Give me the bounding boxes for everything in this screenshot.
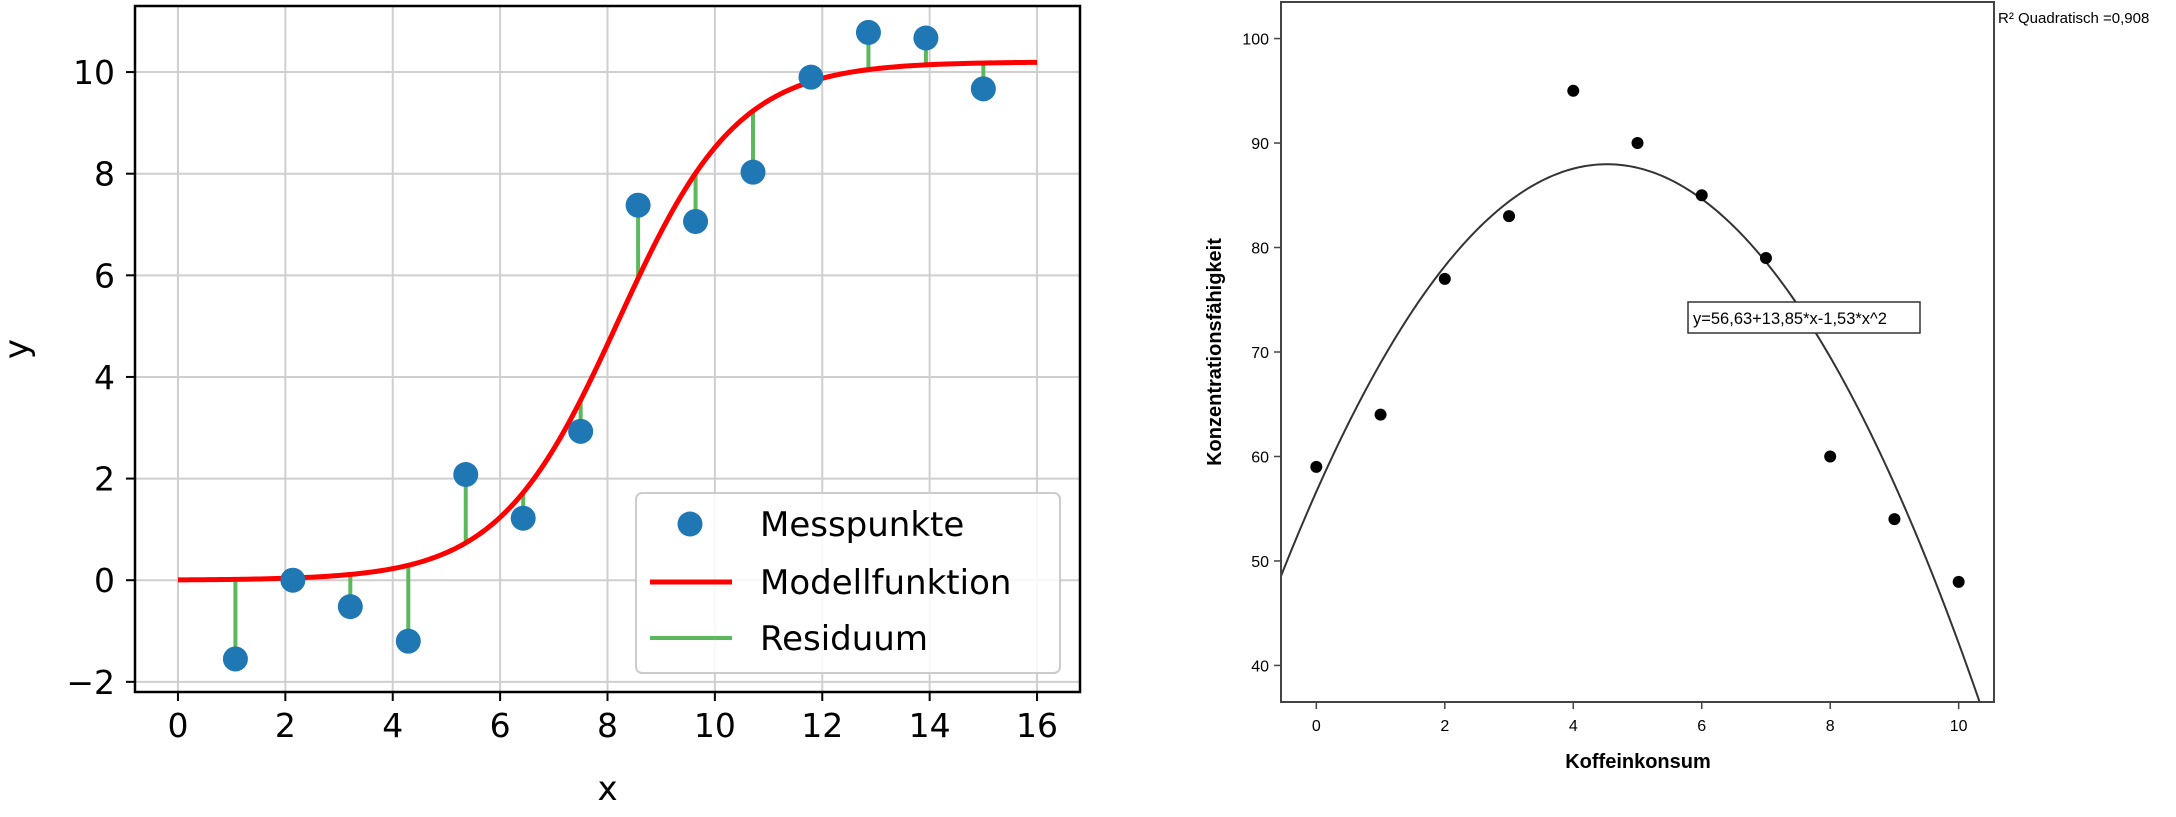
x-tick-label: 4 (1569, 718, 1578, 735)
y-tick-label: 100 (1242, 32, 1269, 49)
data-points (1310, 84, 1965, 588)
data-point (453, 462, 479, 488)
x-axis-label: x (597, 769, 617, 809)
data-point (222, 646, 248, 672)
y-tick-label: 40 (1251, 658, 1269, 675)
data-point (855, 19, 881, 45)
y-tick-label: 60 (1251, 449, 1269, 466)
x-tick-label: 8 (1826, 718, 1835, 735)
data-point (1631, 137, 1644, 150)
model-curve (177, 59, 1038, 583)
fit-curve (1281, 163, 1981, 702)
data-point (568, 418, 594, 444)
data-point (1310, 460, 1323, 473)
y-tick-label: 80 (1251, 241, 1269, 258)
data-point (1824, 450, 1837, 463)
data-point (740, 159, 766, 185)
legend-box (635, 492, 1061, 674)
y-axis-label: y (0, 339, 37, 359)
x-tick-label: 6 (490, 706, 511, 745)
y-tick-label: 2 (94, 460, 115, 499)
y-tick-label: 4 (94, 358, 115, 397)
y-tick-label: 8 (94, 155, 115, 194)
data-point (1374, 408, 1387, 421)
data-point (1952, 575, 1965, 588)
y-tick-label: 90 (1251, 136, 1269, 153)
data-point (970, 76, 996, 102)
y-tick-label: 50 (1251, 554, 1269, 571)
y-tick-label: 0 (94, 561, 115, 600)
data-point (1888, 513, 1901, 526)
legend-marker-points (677, 511, 703, 537)
x-tick-label: 0 (1312, 718, 1321, 735)
r-squared-label: R² Quadratisch =0,908 (1998, 10, 2149, 27)
data-point (683, 208, 709, 234)
x-tick-label: 6 (1697, 718, 1706, 735)
data-point (1503, 210, 1516, 223)
data-point (798, 64, 824, 90)
data-point (1759, 251, 1772, 264)
x-tick-label: 12 (801, 706, 843, 745)
legend-label: Residuum (760, 619, 928, 659)
y-tick-label: −2 (66, 663, 115, 702)
x-tick-label: 4 (382, 706, 403, 745)
x-tick-label: 10 (1950, 718, 1968, 735)
x-tick-label: 14 (909, 706, 951, 745)
legend-label: Modellfunktion (760, 563, 1011, 603)
data-point (913, 25, 939, 51)
x-axis-label: Koffeinkonsum (1565, 751, 1711, 773)
y-tick-label: 10 (73, 53, 115, 92)
legend-label: Messpunkte (760, 505, 964, 545)
data-points (222, 19, 996, 672)
x-tick-label: 16 (1016, 706, 1058, 745)
data-point (1695, 189, 1708, 202)
data-point (1567, 84, 1580, 97)
x-tick-label: 0 (167, 706, 188, 745)
y-tick-label: 70 (1251, 345, 1269, 362)
x-tick-label: 2 (1440, 718, 1449, 735)
x-tick-label: 2 (275, 706, 296, 745)
data-point (625, 192, 651, 218)
data-point (1438, 272, 1451, 285)
x-tick-label: 10 (694, 706, 736, 745)
logistic-fit-chart: 0 2 4 6 8 10 12 14 16 −2 0 2 4 6 8 10 x y Messpunkte Modell… (0, 4, 1082, 809)
y-tick-label: 6 (94, 256, 115, 295)
data-point (510, 505, 536, 531)
equation-box (1687, 301, 1921, 334)
fit-equation: y=56,63+13,85*x-1,53*x^2 (1693, 310, 1887, 328)
x-tick-label: 8 (597, 706, 618, 745)
data-point (395, 628, 421, 654)
y-axis-label: Konzentrationsfähigkeit (1204, 238, 1226, 466)
data-point (337, 594, 363, 620)
quadratic-fit-chart: 0 2 4 6 8 10 40 50 60 70 80 90 100 Koffeinkonsum Konze… (1204, 1, 2149, 773)
legend: Messpunkte Modellfunktion Residuum (635, 492, 1061, 674)
data-point (280, 567, 306, 593)
